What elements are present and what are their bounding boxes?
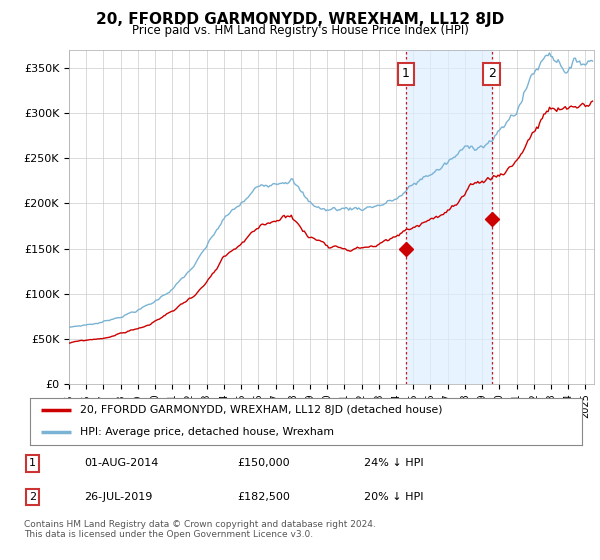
Text: HPI: Average price, detached house, Wrexham: HPI: Average price, detached house, Wrex… xyxy=(80,427,334,437)
Text: Price paid vs. HM Land Registry's House Price Index (HPI): Price paid vs. HM Land Registry's House … xyxy=(131,24,469,37)
Text: 26-JUL-2019: 26-JUL-2019 xyxy=(84,492,152,502)
Text: Contains HM Land Registry data © Crown copyright and database right 2024.
This d: Contains HM Land Registry data © Crown c… xyxy=(24,520,376,539)
Text: 20, FFORDD GARMONYDD, WREXHAM, LL12 8JD (detached house): 20, FFORDD GARMONYDD, WREXHAM, LL12 8JD … xyxy=(80,405,442,416)
Text: 2: 2 xyxy=(488,67,496,80)
Text: £182,500: £182,500 xyxy=(237,492,290,502)
Text: 01-AUG-2014: 01-AUG-2014 xyxy=(84,459,158,469)
Text: 20% ↓ HPI: 20% ↓ HPI xyxy=(364,492,423,502)
Text: 2: 2 xyxy=(29,492,36,502)
Bar xyxy=(406,50,492,384)
Text: 1: 1 xyxy=(402,67,410,80)
Text: £150,000: £150,000 xyxy=(237,459,290,469)
Text: 1: 1 xyxy=(29,459,36,469)
Text: 20, FFORDD GARMONYDD, WREXHAM, LL12 8JD: 20, FFORDD GARMONYDD, WREXHAM, LL12 8JD xyxy=(96,12,504,27)
Text: 24% ↓ HPI: 24% ↓ HPI xyxy=(364,459,423,469)
